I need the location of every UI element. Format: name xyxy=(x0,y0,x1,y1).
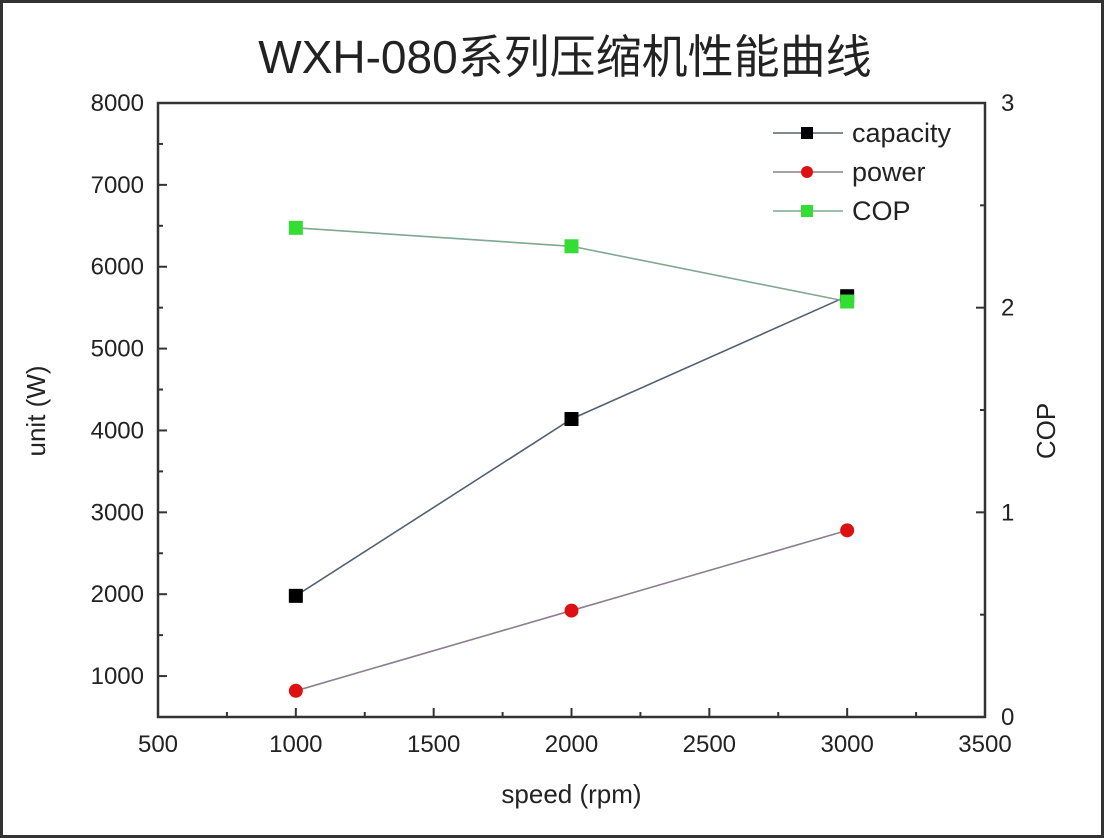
data-point-cop xyxy=(840,294,855,309)
y2-axis-label: COP xyxy=(1031,403,1061,459)
x-axis-label: speed (rpm) xyxy=(501,779,641,809)
y-tick-label: 7000 xyxy=(91,172,144,199)
y-tick-label: 4000 xyxy=(91,417,144,444)
x-tick-label: 2500 xyxy=(683,731,736,758)
data-point-capacity xyxy=(288,588,303,603)
x-tick-label: 2000 xyxy=(545,731,598,758)
y2-tick-label: 2 xyxy=(1001,295,1014,322)
series-line-cop xyxy=(295,227,848,303)
chart-title: WXH-080系列压缩机性能曲线 xyxy=(258,31,871,83)
series-line-capacity xyxy=(295,295,848,597)
data-point-capacity xyxy=(564,412,579,427)
x-tick-label: 500 xyxy=(138,731,178,758)
legend-marker xyxy=(801,166,813,178)
y-tick-label: 1000 xyxy=(91,663,144,690)
legend-marker xyxy=(801,205,813,217)
data-point-cop xyxy=(564,239,579,254)
legend-label: COP xyxy=(852,196,911,226)
y-tick-label: 5000 xyxy=(91,336,144,363)
x-tick-label: 3000 xyxy=(820,731,873,758)
x-tick-label: 1000 xyxy=(269,731,322,758)
data-point-power xyxy=(564,603,579,618)
data-point-power xyxy=(840,523,855,538)
y-axis-label: unit (W) xyxy=(21,366,51,457)
y2-tick-label: 3 xyxy=(1001,90,1014,117)
y-tick-label: 8000 xyxy=(91,90,144,117)
y-tick-label: 6000 xyxy=(91,254,144,281)
legend-marker xyxy=(801,127,813,139)
data-point-power xyxy=(288,683,303,698)
legend-label: capacity xyxy=(852,118,952,148)
data-point-cop xyxy=(288,220,303,235)
y2-tick-label: 0 xyxy=(1001,704,1014,731)
x-tick-label: 1500 xyxy=(407,731,460,758)
legend-label: power xyxy=(852,157,926,187)
x-tick-label: 3500 xyxy=(958,731,1011,758)
y2-tick-label: 1 xyxy=(1001,499,1014,526)
y-tick-label: 3000 xyxy=(91,499,144,526)
chart-svg: WXH-080系列压缩机性能曲线 speed (rpm) unit (W) CO… xyxy=(21,31,1061,809)
y-tick-label: 2000 xyxy=(91,581,144,608)
